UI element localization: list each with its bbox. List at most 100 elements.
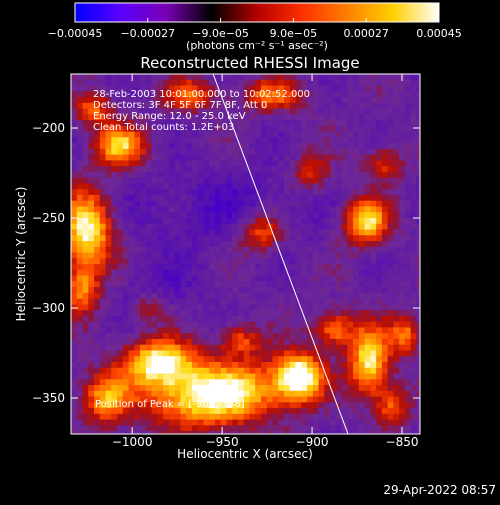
image-pixel	[266, 171, 274, 179]
image-pixel	[151, 350, 158, 357]
image-pixel	[76, 338, 84, 346]
image-pixel	[203, 356, 210, 363]
image-pixel	[186, 310, 193, 317]
image-pixel	[364, 143, 371, 150]
image-pixel	[226, 321, 233, 329]
image-pixel	[128, 114, 135, 121]
image-pixel	[341, 287, 348, 294]
image-pixel	[341, 304, 348, 311]
image-pixel	[312, 252, 320, 259]
image-pixel	[220, 235, 228, 242]
image-pixel	[243, 120, 251, 127]
image-pixel	[163, 408, 170, 415]
image-pixel	[94, 390, 101, 398]
image-pixel	[76, 425, 84, 432]
image-pixel	[364, 85, 371, 92]
image-pixel	[163, 396, 170, 403]
image-pixel	[307, 177, 314, 185]
image-pixel	[163, 91, 170, 98]
image-pixel	[255, 298, 262, 305]
image-pixel	[364, 171, 371, 179]
image-pixel	[387, 206, 394, 213]
image-pixel	[122, 200, 130, 208]
image-pixel	[376, 310, 383, 317]
image-pixel	[393, 396, 400, 403]
image-pixel	[243, 275, 251, 282]
image-pixel	[260, 310, 268, 317]
image-pixel	[335, 431, 343, 434]
image-pixel	[168, 206, 176, 213]
image-pixel	[399, 315, 406, 323]
image-pixel	[174, 131, 181, 138]
image-pixel	[295, 431, 302, 434]
image-pixel	[191, 373, 199, 380]
image-pixel	[220, 223, 228, 231]
image-pixel	[284, 258, 291, 265]
image-pixel	[364, 74, 371, 81]
image-pixel	[399, 344, 406, 352]
image-pixel	[174, 333, 181, 340]
image-pixel	[203, 310, 210, 317]
image-pixel	[174, 390, 181, 398]
image-pixel	[163, 356, 170, 363]
image-pixel	[399, 264, 406, 271]
image-pixel	[353, 91, 360, 98]
image-pixel	[94, 97, 101, 104]
image-pixel	[416, 356, 420, 363]
image-pixel	[318, 183, 325, 190]
image-pixel	[335, 97, 343, 104]
image-pixel	[88, 246, 95, 254]
image-pixel	[191, 241, 199, 248]
image-pixel	[364, 321, 371, 329]
image-pixel	[393, 413, 400, 421]
image-pixel	[191, 408, 199, 415]
image-pixel	[209, 79, 216, 87]
image-pixel	[301, 200, 308, 208]
image-pixel	[353, 264, 360, 271]
image-pixel	[318, 246, 325, 254]
image-pixel	[186, 258, 193, 265]
image-pixel	[237, 298, 245, 305]
image-pixel	[94, 379, 101, 386]
image-pixel	[209, 287, 216, 294]
image-pixel	[301, 390, 308, 398]
image-pixel	[140, 425, 147, 432]
image-pixel	[289, 252, 297, 259]
image-pixel	[197, 367, 205, 375]
image-pixel	[381, 321, 389, 329]
image-pixel	[324, 114, 331, 121]
image-pixel	[393, 97, 400, 104]
image-pixel	[76, 356, 84, 363]
image-pixel	[105, 131, 112, 138]
image-pixel	[335, 218, 343, 225]
image-pixel	[128, 223, 135, 231]
image-pixel	[117, 344, 124, 352]
image-pixel	[128, 206, 135, 213]
image-pixel	[174, 252, 181, 259]
image-pixel	[180, 408, 187, 415]
image-pixel	[151, 315, 158, 323]
image-pixel	[209, 171, 216, 179]
image-pixel	[301, 91, 308, 98]
image-pixel	[255, 183, 262, 190]
image-pixel	[163, 114, 170, 121]
image-pixel	[180, 235, 187, 242]
image-pixel	[88, 148, 95, 156]
image-pixel	[214, 189, 222, 196]
image-pixel	[197, 97, 205, 104]
image-pixel	[278, 166, 285, 173]
image-pixel	[191, 85, 199, 92]
image-pixel	[278, 223, 285, 231]
image-pixel	[180, 137, 187, 144]
image-pixel	[94, 108, 101, 115]
image-pixel	[94, 333, 101, 340]
image-pixel	[376, 413, 383, 421]
image-pixel	[358, 223, 366, 231]
image-pixel	[117, 408, 124, 415]
image-pixel	[220, 385, 228, 392]
image-pixel	[226, 171, 233, 179]
image-pixel	[145, 131, 153, 138]
image-pixel	[191, 362, 199, 369]
image-pixel	[122, 287, 130, 294]
image-pixel	[324, 338, 331, 346]
